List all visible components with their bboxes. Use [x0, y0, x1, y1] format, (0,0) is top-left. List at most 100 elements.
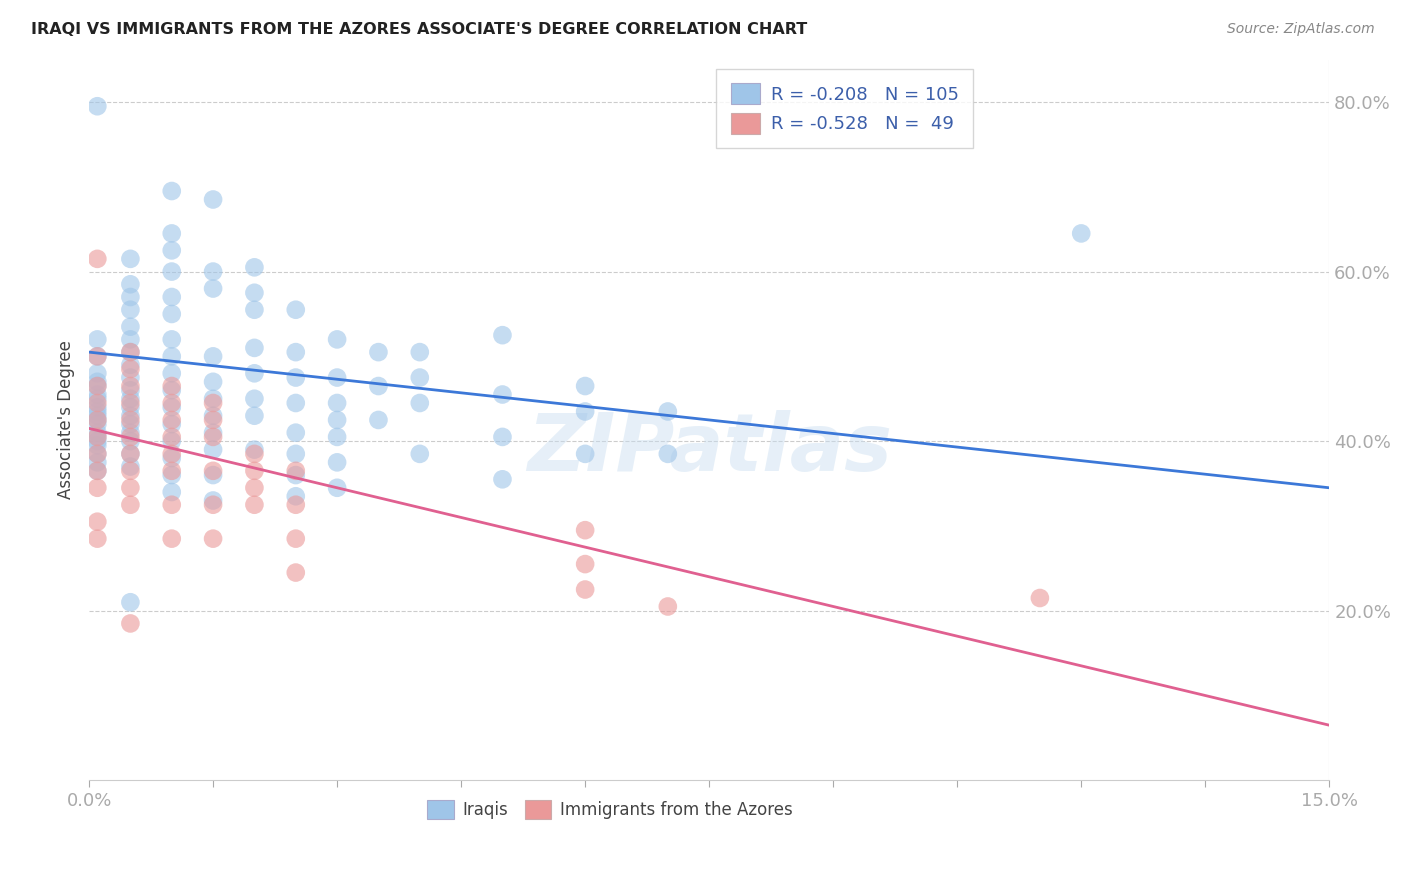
- Point: [657, 599, 679, 614]
- Point: [202, 409, 225, 423]
- Point: [160, 396, 183, 410]
- Point: [284, 302, 307, 317]
- Point: [491, 387, 513, 401]
- Point: [160, 350, 183, 364]
- Point: [243, 447, 266, 461]
- Point: [86, 481, 108, 495]
- Point: [120, 459, 142, 474]
- Point: [202, 425, 225, 440]
- Point: [86, 447, 108, 461]
- Point: [86, 430, 108, 444]
- Point: [86, 99, 108, 113]
- Point: [657, 447, 679, 461]
- Point: [243, 464, 266, 478]
- Point: [120, 358, 142, 372]
- Point: [284, 425, 307, 440]
- Point: [284, 498, 307, 512]
- Point: [86, 464, 108, 478]
- Point: [657, 404, 679, 418]
- Point: [160, 413, 183, 427]
- Point: [160, 532, 183, 546]
- Point: [86, 417, 108, 432]
- Point: [409, 345, 432, 359]
- Point: [243, 285, 266, 300]
- Text: ZIPatlas: ZIPatlas: [527, 409, 891, 488]
- Point: [202, 464, 225, 478]
- Point: [120, 370, 142, 384]
- Point: [243, 302, 266, 317]
- Point: [202, 281, 225, 295]
- Point: [160, 447, 183, 461]
- Point: [574, 557, 596, 571]
- Point: [120, 498, 142, 512]
- Point: [202, 430, 225, 444]
- Point: [574, 404, 596, 418]
- Point: [574, 523, 596, 537]
- Point: [491, 430, 513, 444]
- Point: [284, 370, 307, 384]
- Point: [284, 447, 307, 461]
- Point: [326, 413, 349, 427]
- Point: [574, 582, 596, 597]
- Point: [86, 392, 108, 406]
- Point: [120, 362, 142, 376]
- Point: [1070, 227, 1092, 241]
- Point: [160, 184, 183, 198]
- Point: [243, 481, 266, 495]
- Point: [160, 290, 183, 304]
- Point: [120, 332, 142, 346]
- Point: [202, 498, 225, 512]
- Point: [160, 401, 183, 415]
- Point: [202, 468, 225, 483]
- Point: [86, 515, 108, 529]
- Point: [160, 384, 183, 398]
- Point: [160, 464, 183, 478]
- Point: [202, 350, 225, 364]
- Point: [160, 468, 183, 483]
- Text: IRAQI VS IMMIGRANTS FROM THE AZORES ASSOCIATE'S DEGREE CORRELATION CHART: IRAQI VS IMMIGRANTS FROM THE AZORES ASSO…: [31, 22, 807, 37]
- Point: [120, 616, 142, 631]
- Point: [202, 392, 225, 406]
- Point: [243, 260, 266, 275]
- Point: [120, 447, 142, 461]
- Point: [120, 392, 142, 406]
- Point: [120, 319, 142, 334]
- Point: [120, 413, 142, 427]
- Point: [409, 447, 432, 461]
- Point: [284, 468, 307, 483]
- Point: [120, 464, 142, 478]
- Point: [86, 387, 108, 401]
- Point: [120, 384, 142, 398]
- Point: [86, 413, 108, 427]
- Point: [86, 532, 108, 546]
- Point: [367, 413, 389, 427]
- Point: [120, 425, 142, 440]
- Text: Source: ZipAtlas.com: Source: ZipAtlas.com: [1227, 22, 1375, 37]
- Point: [326, 332, 349, 346]
- Point: [86, 455, 108, 469]
- Point: [86, 252, 108, 266]
- Point: [160, 485, 183, 500]
- Point: [160, 264, 183, 278]
- Point: [86, 379, 108, 393]
- Point: [86, 396, 108, 410]
- Point: [120, 447, 142, 461]
- Point: [160, 417, 183, 432]
- Point: [86, 350, 108, 364]
- Point: [120, 345, 142, 359]
- Point: [86, 332, 108, 346]
- Point: [86, 425, 108, 440]
- Point: [491, 328, 513, 343]
- Point: [243, 409, 266, 423]
- Point: [326, 481, 349, 495]
- Point: [409, 396, 432, 410]
- Point: [86, 367, 108, 381]
- Point: [120, 409, 142, 423]
- Point: [120, 290, 142, 304]
- Point: [491, 472, 513, 486]
- Point: [202, 193, 225, 207]
- Point: [202, 532, 225, 546]
- Point: [243, 498, 266, 512]
- Point: [243, 341, 266, 355]
- Point: [326, 430, 349, 444]
